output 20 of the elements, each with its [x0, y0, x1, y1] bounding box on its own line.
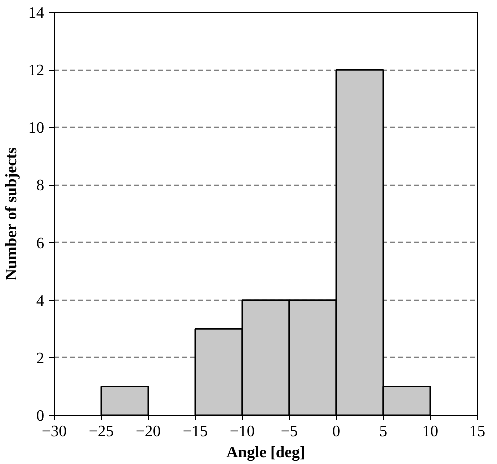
- y-tick-label: 10: [28, 120, 44, 138]
- x-tick-label: −20: [136, 424, 162, 440]
- y-tick-label: 0: [36, 408, 44, 425]
- y-tick-label: 4: [36, 292, 44, 310]
- x-tick-label: −30: [42, 424, 68, 440]
- y-tick-label: 12: [28, 62, 44, 80]
- x-tick-label: −5: [280, 424, 298, 440]
- x-tick-label: −15: [182, 424, 208, 440]
- y-tick-label: 2: [36, 350, 44, 368]
- x-tick-label: 15: [470, 424, 486, 440]
- x-tick-label: −10: [230, 424, 256, 440]
- x-tick-label: −25: [88, 424, 114, 440]
- y-tick-label: 8: [36, 178, 44, 195]
- x-axis-title: Angle [deg]: [226, 444, 306, 462]
- x-tick-label: 0: [332, 424, 340, 440]
- x-tick-label: 5: [380, 424, 388, 440]
- y-axis-title: Number of subjects: [4, 148, 20, 281]
- y-tick-label: 14: [28, 5, 44, 22]
- y-tick-label: 6: [36, 235, 44, 252]
- x-tick-label: 10: [422, 424, 438, 440]
